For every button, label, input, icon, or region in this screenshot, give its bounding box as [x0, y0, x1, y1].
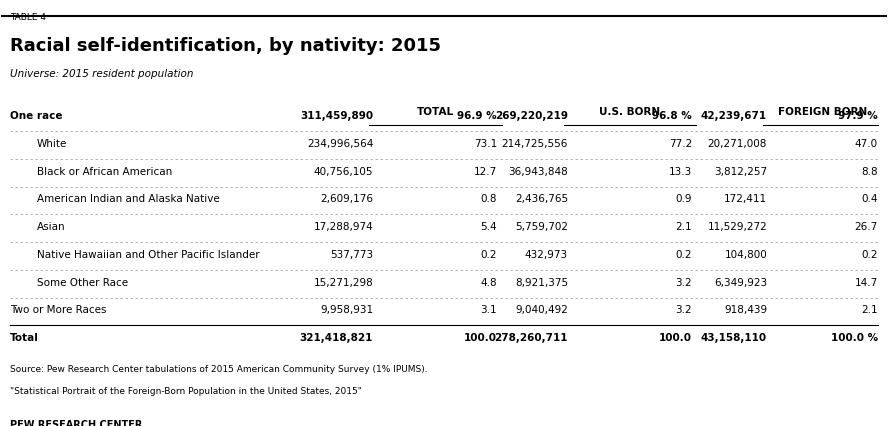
Text: 2.1: 2.1 — [675, 222, 692, 232]
Text: 321,418,821: 321,418,821 — [300, 333, 373, 343]
Text: Source: Pew Research Center tabulations of 2015 American Community Survey (1% IP: Source: Pew Research Center tabulations … — [11, 365, 428, 374]
Text: 0.2: 0.2 — [861, 250, 877, 260]
Text: Native Hawaiian and Other Pacific Islander: Native Hawaiian and Other Pacific Island… — [36, 250, 259, 260]
Text: 269,220,219: 269,220,219 — [495, 111, 568, 121]
Text: Racial self-identification, by nativity: 2015: Racial self-identification, by nativity:… — [11, 37, 441, 55]
Text: 100.0: 100.0 — [464, 333, 497, 343]
Text: 15,271,298: 15,271,298 — [313, 278, 373, 288]
Text: 77.2: 77.2 — [669, 139, 692, 149]
Text: 104,800: 104,800 — [725, 250, 767, 260]
Text: 26.7: 26.7 — [854, 222, 877, 232]
Text: 96.8 %: 96.8 % — [652, 111, 692, 121]
Text: 3,812,257: 3,812,257 — [714, 167, 767, 176]
Text: 14.7: 14.7 — [854, 278, 877, 288]
Text: 42,239,671: 42,239,671 — [701, 111, 767, 121]
Text: 2,436,765: 2,436,765 — [515, 194, 568, 204]
Text: 13.3: 13.3 — [669, 167, 692, 176]
Text: 234,996,564: 234,996,564 — [307, 139, 373, 149]
Text: 3.1: 3.1 — [480, 305, 497, 316]
Text: 11,529,272: 11,529,272 — [708, 222, 767, 232]
Text: 432,973: 432,973 — [525, 250, 568, 260]
Text: 0.8: 0.8 — [480, 194, 497, 204]
Text: 9,958,931: 9,958,931 — [320, 305, 373, 316]
Text: Asian: Asian — [36, 222, 66, 232]
Text: Some Other Race: Some Other Race — [36, 278, 128, 288]
Text: 918,439: 918,439 — [724, 305, 767, 316]
Text: TABLE 4: TABLE 4 — [11, 13, 46, 22]
Text: 40,756,105: 40,756,105 — [313, 167, 373, 176]
Text: 2,609,176: 2,609,176 — [321, 194, 373, 204]
Text: 9,040,492: 9,040,492 — [515, 305, 568, 316]
Text: 6,349,923: 6,349,923 — [714, 278, 767, 288]
Text: FOREIGN BORN: FOREIGN BORN — [778, 106, 867, 117]
Text: 12.7: 12.7 — [474, 167, 497, 176]
Text: 96.9 %: 96.9 % — [457, 111, 497, 121]
Text: 8.8: 8.8 — [861, 167, 877, 176]
Text: 17,288,974: 17,288,974 — [313, 222, 373, 232]
Text: U.S. BORN: U.S. BORN — [599, 106, 661, 117]
Text: American Indian and Alaska Native: American Indian and Alaska Native — [36, 194, 219, 204]
Text: White: White — [36, 139, 67, 149]
Text: 97.9 %: 97.9 % — [838, 111, 877, 121]
Text: 2.1: 2.1 — [861, 305, 877, 316]
Text: One race: One race — [11, 111, 63, 121]
Text: 5,759,702: 5,759,702 — [515, 222, 568, 232]
Text: Black or African American: Black or African American — [36, 167, 172, 176]
Text: 47.0: 47.0 — [854, 139, 877, 149]
Text: 36,943,848: 36,943,848 — [508, 167, 568, 176]
Text: Universe: 2015 resident population: Universe: 2015 resident population — [11, 69, 194, 79]
Text: 43,158,110: 43,158,110 — [701, 333, 767, 343]
Text: 172,411: 172,411 — [724, 194, 767, 204]
Text: Total: Total — [11, 333, 39, 343]
Text: 100.0 %: 100.0 % — [830, 333, 877, 343]
Text: 0.2: 0.2 — [480, 250, 497, 260]
Text: 20,271,008: 20,271,008 — [708, 139, 767, 149]
Text: "Statistical Portrait of the Foreign-Born Population in the United States, 2015": "Statistical Portrait of the Foreign-Bor… — [11, 387, 362, 396]
Text: 73.1: 73.1 — [474, 139, 497, 149]
Text: PEW RESEARCH CENTER: PEW RESEARCH CENTER — [11, 420, 143, 426]
Text: 0.2: 0.2 — [676, 250, 692, 260]
Text: 3.2: 3.2 — [675, 305, 692, 316]
Text: 214,725,556: 214,725,556 — [502, 139, 568, 149]
Text: 100.0: 100.0 — [659, 333, 692, 343]
Text: 537,773: 537,773 — [330, 250, 373, 260]
Text: 278,260,711: 278,260,711 — [495, 333, 568, 343]
Text: 0.4: 0.4 — [861, 194, 877, 204]
Text: 8,921,375: 8,921,375 — [515, 278, 568, 288]
Text: Two or More Races: Two or More Races — [11, 305, 107, 316]
Text: 0.9: 0.9 — [676, 194, 692, 204]
Text: TOTAL: TOTAL — [416, 106, 454, 117]
Text: 5.4: 5.4 — [480, 222, 497, 232]
Text: 4.8: 4.8 — [480, 278, 497, 288]
Text: 3.2: 3.2 — [675, 278, 692, 288]
Text: 311,459,890: 311,459,890 — [300, 111, 373, 121]
